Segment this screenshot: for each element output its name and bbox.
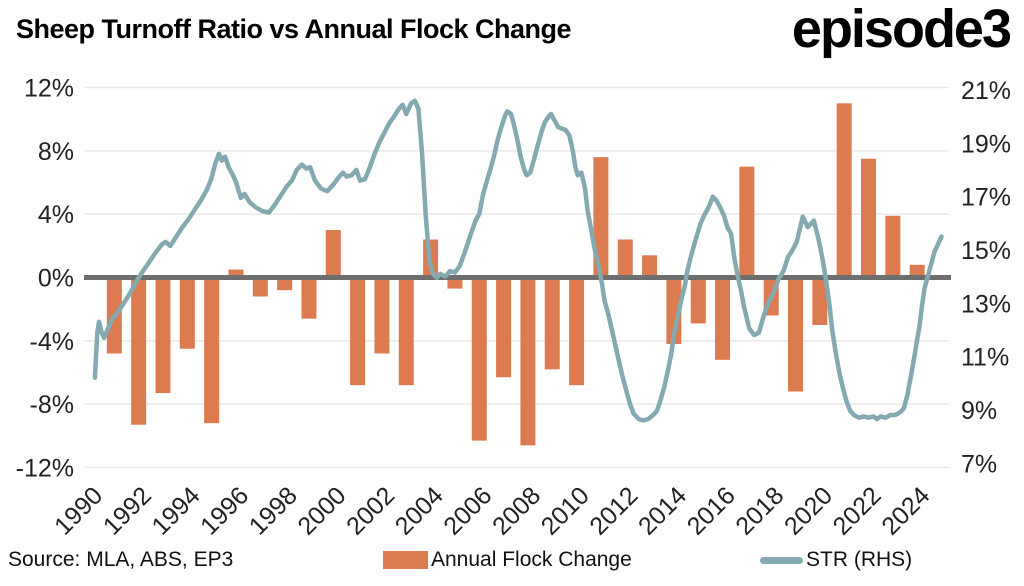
bar-2002 (374, 277, 390, 354)
left-axis-tick: 4% (38, 201, 74, 229)
right-axis-tick: 7% (961, 450, 997, 478)
right-axis-tick: 15% (961, 237, 1011, 265)
page-title: Sheep Turnoff Ratio vs Annual Flock Chan… (16, 14, 572, 44)
x-axis-tick-2018: 2018 (730, 481, 789, 540)
source-note: Source: MLA, ABS, EP3 (8, 548, 234, 571)
x-axis-tick-2024: 2024 (876, 481, 935, 540)
bar-2010 (569, 277, 585, 386)
bar-1998 (277, 277, 293, 291)
bar-1992 (131, 277, 147, 425)
x-axis-tick-2016: 2016 (682, 481, 741, 540)
left-axis-tick: 8% (38, 138, 74, 166)
bar-2000 (325, 230, 341, 278)
bar-2019 (788, 277, 804, 392)
bar-2009 (544, 277, 560, 370)
left-axis-tick: -12% (16, 454, 74, 482)
x-axis-tick-2000: 2000 (292, 481, 351, 540)
x-axis-tick-1992: 1992 (98, 481, 157, 540)
bar-2011 (593, 157, 609, 278)
left-axis-tick: -8% (30, 391, 74, 419)
right-axis-tick: 19% (961, 130, 1011, 158)
bar-2021 (836, 103, 852, 278)
bar-2001 (350, 277, 366, 386)
x-axis-tick-2004: 2004 (390, 481, 449, 540)
bar-2022 (861, 158, 877, 278)
right-axis-tick: 13% (961, 290, 1011, 318)
episode3-logo: episode3 (791, 0, 1012, 59)
bar-2008 (520, 277, 536, 446)
bar-2006 (471, 277, 487, 441)
right-axis-tick: 21% (961, 77, 1011, 105)
x-axis-tick-2022: 2022 (828, 481, 887, 540)
x-axis-tick-1990: 1990 (49, 481, 108, 540)
x-axis-tick-1998: 1998 (244, 481, 303, 540)
bar-2016 (715, 277, 731, 360)
left-axis-tick: -4% (30, 328, 74, 356)
right-axis-tick: 9% (961, 397, 997, 425)
x-axis-tick-2020: 2020 (779, 481, 838, 540)
right-axis-tick: 17% (961, 184, 1011, 212)
x-axis-tick-2006: 2006 (438, 481, 497, 540)
right-axis-tick: 11% (961, 344, 1009, 372)
bar-1993 (155, 277, 171, 394)
bar-1999 (301, 277, 317, 319)
x-axis-tick-1994: 1994 (146, 481, 205, 540)
bar-2005 (447, 277, 463, 289)
legend-line-label: STR (RHS) (806, 548, 913, 571)
bar-2013 (642, 255, 658, 278)
bar-2003 (398, 277, 414, 386)
left-axis-tick: 0% (38, 265, 74, 293)
legend-item-flock-change: Annual Flock Change (383, 548, 632, 572)
bar-2007 (496, 277, 512, 378)
x-axis-tick-2012: 2012 (584, 481, 643, 540)
x-axis-tick-2002: 2002 (341, 481, 400, 540)
bar-2015 (690, 277, 706, 324)
line-swatch-icon (760, 556, 803, 564)
bar-swatch-icon (383, 551, 428, 569)
x-axis-tick-2010: 2010 (536, 481, 595, 540)
legend-item-str: STR (RHS) (760, 548, 912, 572)
str-line (92, 98, 944, 423)
x-axis-tick-2008: 2008 (487, 481, 546, 540)
bar-1994 (179, 277, 195, 349)
left-axis-tick: 12% (24, 75, 74, 103)
bar-1995 (204, 277, 220, 424)
bar-2023 (885, 215, 901, 278)
bar-1996 (228, 269, 244, 278)
x-axis-tick-2014: 2014 (633, 481, 692, 540)
bar-2012 (617, 239, 633, 278)
bar-2024 (909, 264, 925, 278)
bar-1997 (252, 277, 268, 297)
legend-bar-label: Annual Flock Change (431, 548, 632, 571)
x-axis-tick-1996: 1996 (195, 481, 254, 540)
bar-2020 (812, 277, 828, 325)
bar-2017 (739, 166, 755, 278)
